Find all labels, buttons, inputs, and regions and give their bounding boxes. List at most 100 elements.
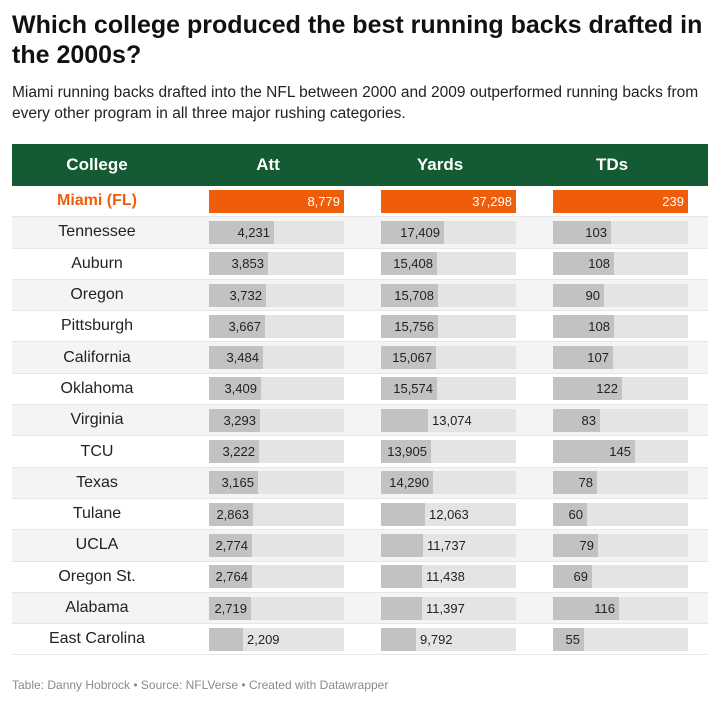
tds-cell: 69 xyxy=(526,565,698,589)
table-row: East Carolina 2,209 9,792 55 xyxy=(12,624,708,656)
yards-cell: 13,074 xyxy=(354,408,526,432)
att-bar xyxy=(209,440,259,464)
yards-value-label: 15,708 xyxy=(394,287,434,303)
yards-cell: 11,737 xyxy=(354,533,526,557)
tds-bar xyxy=(553,627,584,651)
att-value-label: 4,231 xyxy=(237,224,270,240)
att-bar xyxy=(209,377,261,401)
att-bar xyxy=(209,471,258,495)
table-row: Oregon St. 2,764 11,438 69 xyxy=(12,562,708,593)
college-name: Virginia xyxy=(70,411,124,429)
att-bar xyxy=(209,252,268,276)
att-bar-container: 2,774 xyxy=(209,533,344,557)
yards-cell: 11,438 xyxy=(354,565,526,589)
yards-bar xyxy=(381,314,438,338)
yards-bar-container: 13,074 xyxy=(381,408,516,432)
table-row: Tennessee 4,231 17,409 103 xyxy=(12,217,708,249)
att-value-label: 3,853 xyxy=(231,256,264,272)
tds-value-label: 83 xyxy=(581,412,596,428)
tds-value-label: 107 xyxy=(587,350,609,366)
att-value-label: 3,732 xyxy=(229,287,262,303)
tds-bar xyxy=(553,502,587,526)
yards-bar xyxy=(381,283,438,307)
yards-bar xyxy=(381,346,436,370)
college-name: Miami (FL) xyxy=(57,192,137,210)
yards-bar-container: 11,438 xyxy=(381,565,516,589)
att-value-label: 3,165 xyxy=(221,475,254,491)
tds-cell: 55 xyxy=(526,627,698,651)
yards-bar xyxy=(381,596,422,620)
att-bar-container: 2,209 xyxy=(209,627,344,651)
att-value-label: 2,209 xyxy=(247,631,280,647)
tds-bar-container: 122 xyxy=(553,377,688,401)
att-value-label: 3,667 xyxy=(228,318,261,334)
table-row: Oklahoma 3,409 15,574 122 xyxy=(12,374,708,406)
tds-bar xyxy=(553,314,614,338)
att-bar-container: 3,732 xyxy=(209,283,344,307)
yards-bar xyxy=(381,565,422,589)
att-bar-container: 3,484 xyxy=(209,346,344,370)
tds-bar-track xyxy=(553,627,688,651)
tds-value-label: 122 xyxy=(596,381,618,397)
att-bar-container: 3,293 xyxy=(209,408,344,432)
yards-value-label: 15,067 xyxy=(392,350,432,366)
tds-value-label: 90 xyxy=(585,287,600,303)
tds-value-label: 108 xyxy=(588,256,610,272)
table-row: TCU 3,222 13,905 145 xyxy=(12,436,708,468)
tds-cell: 239 xyxy=(526,189,698,213)
att-cell: 2,774 xyxy=(182,533,354,557)
tds-cell: 83 xyxy=(526,408,698,432)
yards-cell: 17,409 xyxy=(354,220,526,244)
table-row: Oregon 3,732 15,708 90 xyxy=(12,279,708,312)
chart-title: Which college produced the best running … xyxy=(12,11,703,69)
yards-value-label: 15,574 xyxy=(393,381,433,397)
tds-bar xyxy=(553,565,592,589)
tds-bar-container: 145 xyxy=(553,440,688,464)
tds-value-label: 55 xyxy=(565,631,580,647)
table-row: Alabama 2,719 11,397 116 xyxy=(12,592,708,625)
att-bar-container: 3,667 xyxy=(209,314,344,338)
yards-bar xyxy=(381,189,516,213)
college-name: Tennessee xyxy=(58,223,136,241)
tds-bar xyxy=(553,189,688,213)
yards-bar-container: 15,756 xyxy=(381,314,516,338)
tds-bar xyxy=(553,252,614,276)
yards-bar-container: 15,574 xyxy=(381,377,516,401)
college-name: Oregon St. xyxy=(58,567,136,585)
yards-bar-container: 15,708 xyxy=(381,283,516,307)
att-cell: 3,293 xyxy=(182,408,354,432)
yards-cell: 13,905 xyxy=(354,440,526,464)
att-bar-container: 8,779 xyxy=(209,189,344,213)
yards-bar-container: 17,409 xyxy=(381,220,516,244)
tds-bar-container: 108 xyxy=(553,314,688,338)
yards-value-label: 13,905 xyxy=(387,444,427,460)
college-name: Auburn xyxy=(71,254,123,272)
tds-cell: 108 xyxy=(526,252,698,276)
table-row: California 3,484 15,067 107 xyxy=(12,342,708,374)
yards-bar xyxy=(381,377,437,401)
yards-bar xyxy=(381,220,444,244)
footer-credit: Table: Danny Hobrock • Source: NFLVerse … xyxy=(12,678,389,692)
att-bar-container: 4,231 xyxy=(209,220,344,244)
tds-bar-container: 55 xyxy=(553,627,688,651)
yards-bar-container: 11,397 xyxy=(381,596,516,620)
header-att: Att xyxy=(256,155,280,174)
table-row: Auburn 3,853 15,408 108 xyxy=(12,249,708,280)
tds-bar-container: 79 xyxy=(553,533,688,557)
tds-bar xyxy=(553,346,613,370)
tds-bar xyxy=(553,220,611,244)
yards-bar-container: 14,290 xyxy=(381,471,516,495)
tds-cell: 107 xyxy=(526,346,698,370)
tds-value-label: 145 xyxy=(609,444,631,460)
att-value-label: 2,719 xyxy=(214,600,247,616)
tds-bar-container: 239 xyxy=(553,189,688,213)
att-value-label: 3,409 xyxy=(224,381,257,397)
header-yards: Yards xyxy=(416,155,464,174)
tds-bar xyxy=(553,283,604,307)
att-cell: 2,209 xyxy=(182,627,354,651)
att-cell: 2,719 xyxy=(182,596,354,620)
tds-bar-container: 69 xyxy=(553,565,688,589)
att-cell: 3,165 xyxy=(182,471,354,495)
att-bar-container: 3,409 xyxy=(209,377,344,401)
att-value-label: 2,764 xyxy=(215,569,248,585)
